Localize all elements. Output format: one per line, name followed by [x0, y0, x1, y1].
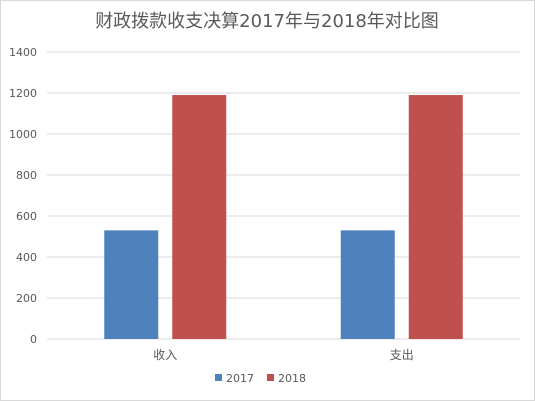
bar-2018-收入 [172, 95, 227, 339]
y-tick-label: 0 [30, 333, 37, 346]
y-axis: 0 200 400 600 800 1000 1200 1400 [9, 46, 37, 346]
x-tick-label: 收入 [153, 348, 177, 362]
y-tick-label: 400 [16, 251, 37, 264]
x-tick-label: 支出 [390, 348, 414, 362]
y-tick-label: 800 [16, 169, 37, 182]
bar-2018-支出 [408, 95, 463, 339]
legend-label-2018: 2018 [278, 372, 306, 385]
legend-swatch-2018 [267, 374, 274, 381]
y-tick-label: 1200 [9, 87, 37, 100]
x-axis: 收入 支出 [153, 348, 414, 362]
bars [104, 95, 463, 339]
y-tick-label: 600 [16, 210, 37, 223]
y-tick-label: 1400 [9, 46, 37, 59]
bar-2017-支出 [340, 230, 395, 339]
chart-title: 财政拨款收支决算2017年与2018年对比图 [95, 11, 439, 32]
y-tick-label: 1000 [9, 128, 37, 141]
bar-2017-收入 [104, 230, 159, 339]
legend: 2017 2018 [215, 372, 306, 385]
legend-label-2017: 2017 [226, 372, 254, 385]
legend-swatch-2017 [215, 374, 222, 381]
y-tick-label: 200 [16, 292, 37, 305]
